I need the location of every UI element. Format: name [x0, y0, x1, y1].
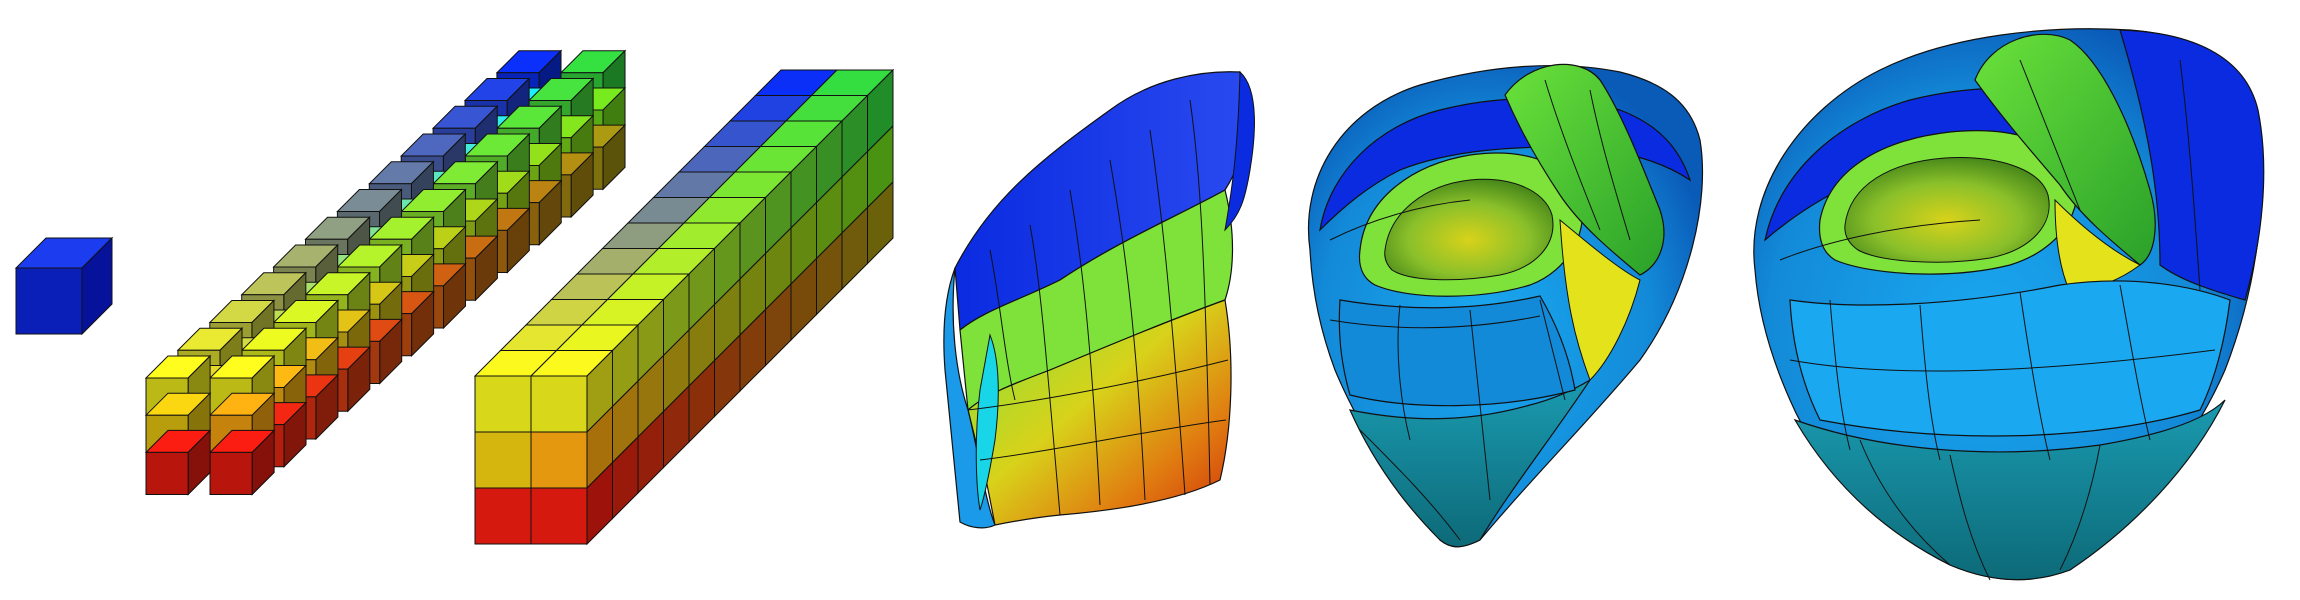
- mesh-line: [1949, 454, 1991, 581]
- mesh-line: [1919, 304, 1941, 461]
- mesh-line: [2059, 444, 2101, 571]
- mesh-line: [2019, 291, 2051, 461]
- block-face: [530, 431, 588, 489]
- slab-back-rim: [1224, 70, 1255, 232]
- mesh-line: [1029, 224, 1061, 516]
- exploded-element-grid: [144, 49, 627, 496]
- assembled-element-block: [473, 68, 895, 546]
- mesh-line: [1829, 299, 1851, 451]
- full-heart-front-band: [1789, 280, 2231, 437]
- partial-heart-rv-wall: [1504, 63, 1665, 276]
- block-face: [530, 375, 588, 433]
- mesh-line: [1149, 129, 1186, 496]
- full-heart-rv-wall: [1974, 33, 2156, 266]
- mesh-line: [2019, 59, 2081, 211]
- mesh-line: [967, 359, 1229, 411]
- full-heart-apex: [1793, 399, 2226, 581]
- slab-left-side: [943, 267, 996, 529]
- mesh-line: [1109, 159, 1146, 501]
- slab-front-face: [967, 299, 1232, 526]
- full-heart-mesh-lines: [1779, 59, 2216, 581]
- mesh-line: [1589, 89, 1631, 241]
- partial-heart-apex: [1348, 379, 1591, 548]
- unit-cube: [14, 236, 114, 336]
- mesh-line: [989, 249, 1016, 401]
- mesh-line: [1189, 99, 1211, 486]
- block-face: [474, 375, 532, 433]
- mesh-line: [2179, 59, 2201, 291]
- block-face: [474, 431, 532, 489]
- full-heart-right-dark-wall: [2119, 29, 2265, 301]
- mesh-line: [1779, 219, 1981, 261]
- mesh-line: [1859, 439, 1951, 566]
- mesh-line: [979, 419, 1227, 461]
- grid-element: [144, 429, 212, 496]
- partial-heart-lv-cavity: [1384, 178, 1554, 281]
- mesh-line: [1544, 79, 1601, 231]
- block-face: [474, 487, 532, 545]
- full-heart-lv-cavity: [1844, 157, 2050, 263]
- mesh-line: [1069, 189, 1101, 506]
- mesh-line: [2119, 284, 2151, 441]
- full-heart-mesh: [1753, 28, 2265, 581]
- slab-cyan-cut: [975, 333, 999, 511]
- mesh-line: [1397, 304, 1411, 441]
- block-face: [530, 487, 588, 545]
- grid-element: [208, 429, 276, 496]
- mesh-line: [1539, 299, 1566, 401]
- partial-heart-mesh-lines: [1329, 79, 1631, 541]
- slab-mesh-lines: [967, 99, 1229, 516]
- mesh-line: [1469, 309, 1491, 501]
- mesh-line: [1359, 429, 1461, 541]
- partial-heart-yellow-septum: [1559, 218, 1641, 381]
- partial-heart-lower-band: [1338, 295, 1576, 407]
- mesh-line: [1329, 315, 1541, 329]
- deformed-wall-slab: [943, 70, 1255, 529]
- partial-heart-mesh: [1307, 63, 1704, 548]
- mesh-line: [1329, 199, 1471, 241]
- mesh-line: [1789, 349, 2216, 372]
- unit-cube-element: [14, 236, 114, 336]
